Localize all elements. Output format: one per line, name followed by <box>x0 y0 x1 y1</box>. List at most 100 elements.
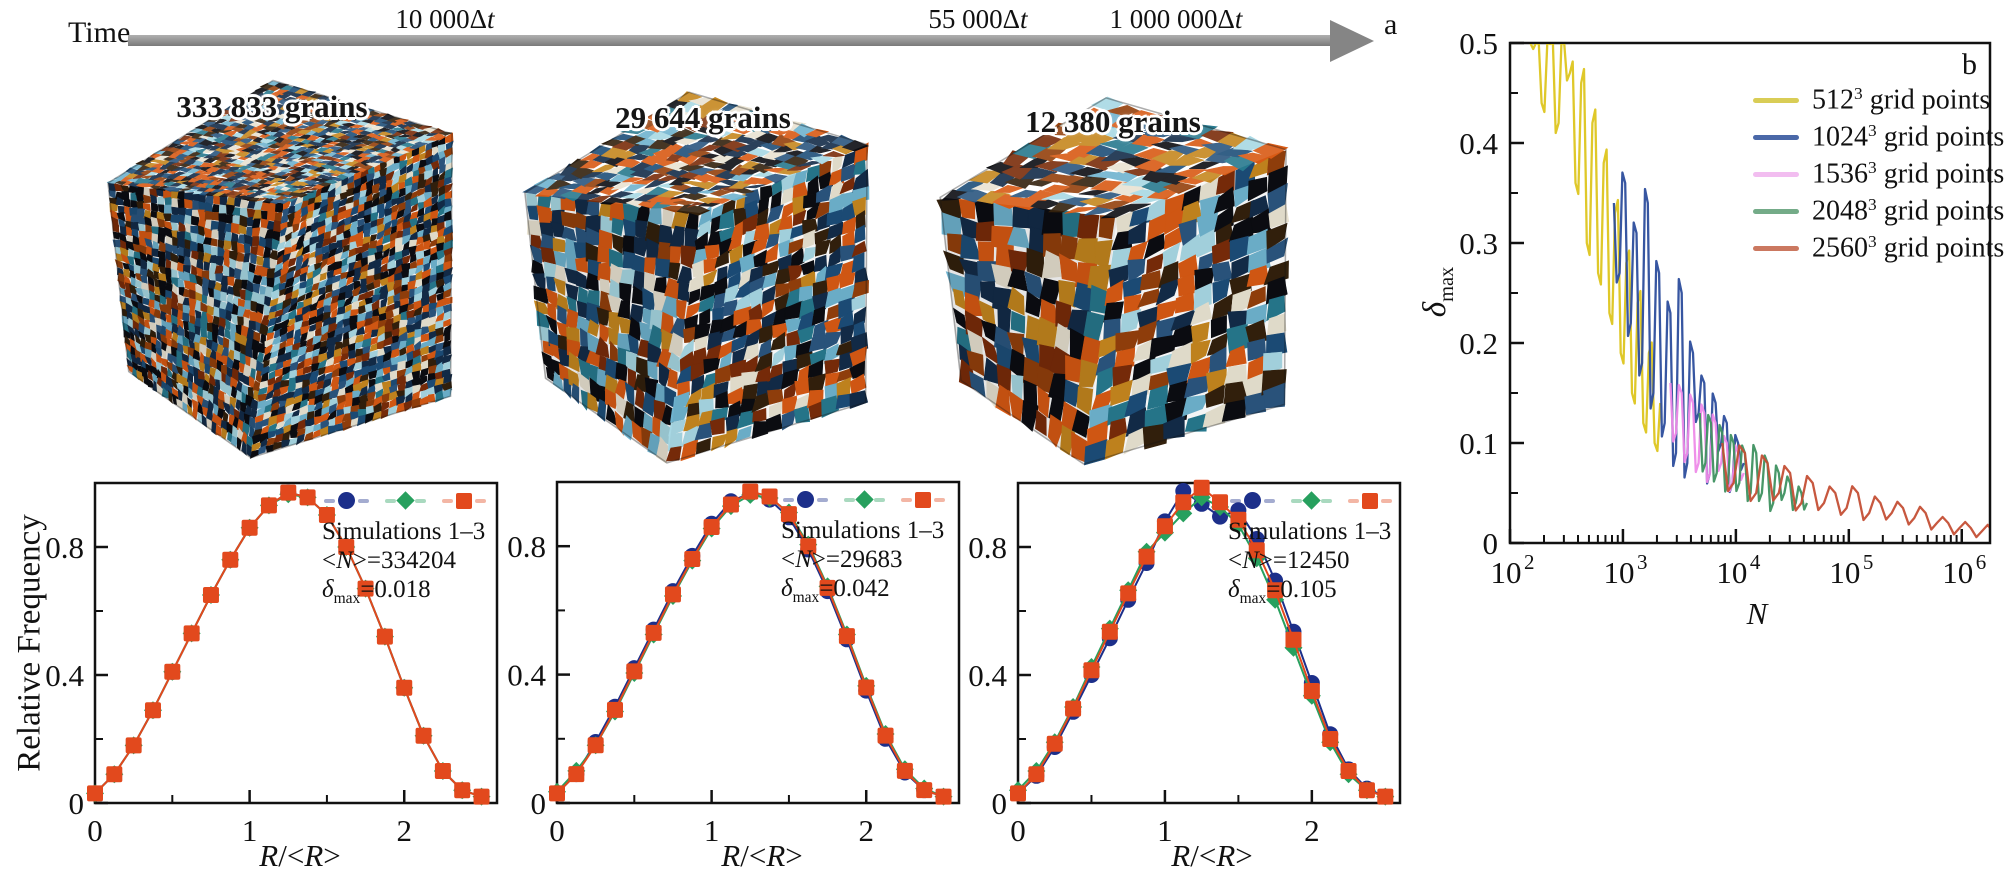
circle-marker-icon <box>1244 492 1261 509</box>
svg-text:0.4: 0.4 <box>507 658 546 693</box>
legend-title: Simulations 1–3 <box>781 517 945 544</box>
legend-item-1024: 10243 grid points <box>1753 119 2004 156</box>
histogram-3: 0 1 200.40.8 <box>968 479 1402 848</box>
legend-delta-max: δmax=0.042 <box>781 575 890 606</box>
diamond-marker-icon <box>1302 491 1321 510</box>
legend-delta-max: δmax=0.105 <box>1228 576 1337 607</box>
svg-text:5: 5 <box>1863 550 1874 574</box>
legend-item-2048: 20483 grid points <box>1753 193 2004 230</box>
line-swatch-icon <box>1753 98 1799 103</box>
svg-text:10: 10 <box>1942 555 1973 590</box>
series-2-marker <box>844 490 885 509</box>
series-1-marker <box>783 491 828 508</box>
svg-text:0: 0 <box>531 786 547 821</box>
hist-2-legend: Simulations 1–3 <N>=29683 δmax=0.042 <box>781 490 966 612</box>
time-axis-label: Time <box>68 16 131 49</box>
svg-text:0: 0 <box>69 786 85 821</box>
svg-text:10: 10 <box>1829 555 1860 590</box>
diamond-marker-icon <box>855 490 874 509</box>
svg-text:3: 3 <box>1637 550 1648 574</box>
line-swatch-icon <box>1753 209 1799 214</box>
line-swatch-icon <box>1753 135 1799 140</box>
svg-text:6: 6 <box>1976 550 1987 574</box>
svg-text:0.8: 0.8 <box>507 529 546 564</box>
histogram-1: 0 1 2 0 0.4 0.8 <box>45 481 499 848</box>
cube-1-grains-label: 333 833 grains <box>176 89 368 124</box>
panel-b-x-axis-label: N <box>1746 596 1768 631</box>
legend-item-2560: 25603 grid points <box>1753 230 2004 267</box>
svg-text:0.4: 0.4 <box>1459 126 1498 161</box>
time-arrow <box>128 35 1332 46</box>
svg-text:0.3: 0.3 <box>1459 226 1498 261</box>
legend-marker-row <box>324 491 507 510</box>
diamond-marker-icon <box>396 491 415 510</box>
time-tick-3: 1 000 000Δt <box>1109 4 1243 34</box>
legend-item-1536: 15363 grid points <box>1753 156 2004 193</box>
legend-mean-n: <N>=334204 <box>322 547 456 574</box>
legend-title: Simulations 1–3 <box>322 518 486 545</box>
panel-b-legend: 5123 grid points 10243 grid points 15363… <box>1753 82 2004 267</box>
time-arrowhead-icon <box>1330 20 1374 62</box>
hist-y-axis-label: Relative Frequency <box>11 514 48 772</box>
grain-cube-2 <box>522 91 870 464</box>
svg-text:10: 10 <box>1491 555 1522 590</box>
svg-text:0.8: 0.8 <box>968 530 1007 565</box>
series-3-marker <box>442 492 486 509</box>
series-1-marker <box>1230 492 1275 509</box>
series-3-marker <box>1348 492 1392 509</box>
svg-text:0.1: 0.1 <box>1459 426 1498 461</box>
line-swatch-icon <box>1753 246 1799 251</box>
svg-text:0.2: 0.2 <box>1459 326 1498 361</box>
cube-3-grains-label: 12 380 grains <box>1025 104 1201 139</box>
legend-mean-n: <N>=12450 <box>1228 547 1350 574</box>
legend-item-512: 5123 grid points <box>1753 82 2004 119</box>
svg-text:0: 0 <box>1010 813 1026 848</box>
svg-text:0: 0 <box>992 786 1008 821</box>
svg-text:10: 10 <box>1603 555 1634 590</box>
legend-delta-max: δmax=0.018 <box>322 576 431 607</box>
time-tick-1: 10 000Δt <box>395 4 495 34</box>
svg-text:0.4: 0.4 <box>968 658 1007 693</box>
series-1-marker <box>324 492 369 509</box>
svg-text:2: 2 <box>858 813 874 848</box>
panel-a-label: a <box>1384 8 1398 41</box>
grain-cube-3 <box>936 96 1290 466</box>
grain-cube-1 <box>106 79 454 459</box>
square-marker-icon <box>1362 492 1378 509</box>
svg-text:4: 4 <box>1750 550 1761 574</box>
hist-2-x-axis-label: R/<R> <box>721 838 803 873</box>
hist-1-legend: Simulations 1–3 <N>=334204 δmax=0.018 <box>322 491 507 613</box>
svg-text:1: 1 <box>242 813 258 848</box>
histogram-2: 0 1 2 0 0.4 0.8 <box>507 480 961 848</box>
hist-3-legend: Simulations 1–3 <N>=12450 δmax=0.105 <box>1228 491 1413 613</box>
series-2-marker <box>385 491 426 510</box>
line-swatch-icon <box>1753 172 1799 177</box>
panel-b-y-axis-label: δmax <box>1417 266 1458 318</box>
svg-text:0: 0 <box>87 813 103 848</box>
svg-text:0: 0 <box>549 813 565 848</box>
svg-text:10: 10 <box>1716 555 1747 590</box>
circle-marker-icon <box>338 492 355 509</box>
svg-text:2: 2 <box>396 813 412 848</box>
svg-text:0.5: 0.5 <box>1459 26 1498 61</box>
series-2-marker <box>1291 491 1332 510</box>
svg-text:1: 1 <box>704 813 720 848</box>
panel-b-label: b <box>1962 48 1977 81</box>
circle-marker-icon <box>797 491 814 508</box>
panel-b-plot: 00.10.20.30.40.510 2 10 3 10 4 10 5 10 6 <box>1459 26 1992 590</box>
hist-1-x-axis-label: R/<R> <box>259 838 341 873</box>
svg-text:0.4: 0.4 <box>45 658 84 693</box>
time-tick-2: 55 000Δt <box>928 4 1028 34</box>
svg-text:2: 2 <box>1304 813 1320 848</box>
legend-title: Simulations 1–3 <box>1228 518 1392 545</box>
legend-mean-n: <N>=29683 <box>781 546 903 573</box>
series-3-marker <box>901 491 945 508</box>
legend-marker-row <box>1230 491 1413 510</box>
hist-3-x-axis-label: R/<R> <box>1171 838 1253 873</box>
svg-text:0.8: 0.8 <box>45 530 84 565</box>
cube-2-grains-label: 29 644 grains <box>615 100 791 135</box>
legend-marker-row <box>783 490 966 509</box>
svg-text:2: 2 <box>1524 550 1535 574</box>
